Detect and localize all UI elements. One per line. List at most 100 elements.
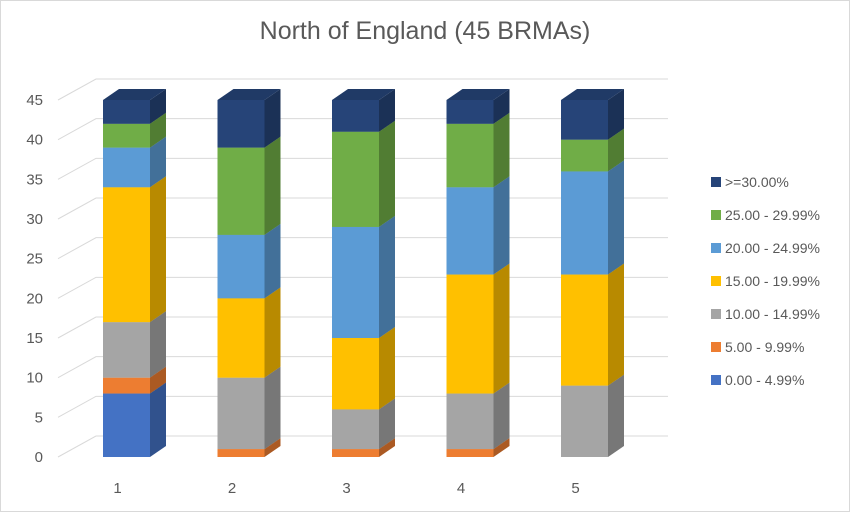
bar-segment	[332, 89, 395, 132]
bar-front	[446, 187, 494, 275]
bar-segment	[217, 223, 281, 299]
bar-front	[103, 322, 150, 378]
y-tick-label: 25	[26, 251, 43, 268]
bar-side	[264, 366, 281, 450]
legend-swatch	[711, 276, 721, 286]
bar-front	[561, 100, 608, 140]
legend-swatch	[711, 210, 721, 220]
bar-top	[217, 89, 281, 100]
bar-segment	[561, 160, 624, 275]
y-tick-label: 20	[26, 290, 43, 307]
bar-side	[150, 382, 166, 457]
legend-swatch	[711, 375, 721, 385]
bar-front	[446, 393, 494, 450]
bar-top	[561, 89, 624, 100]
bar-side	[608, 160, 624, 275]
bar-front	[446, 449, 494, 457]
bar-side	[264, 438, 281, 457]
legend-swatch	[711, 309, 721, 319]
bar-side	[264, 287, 281, 378]
bar-side	[264, 223, 281, 299]
bar-front	[103, 377, 150, 394]
bar-front	[332, 226, 379, 338]
legend-label: 25.00 - 29.99%	[725, 207, 820, 223]
bar-front	[446, 274, 494, 394]
bar-side	[150, 89, 166, 124]
y-tick-label: 40	[26, 132, 43, 149]
y-tick-label: 10	[26, 370, 43, 387]
bar-front	[332, 409, 379, 450]
legend-swatch	[711, 177, 721, 187]
x-axis-ticks: 1 2 3 4 5	[113, 480, 579, 497]
bar-side	[150, 136, 166, 188]
bar-side	[379, 120, 395, 227]
x-tick-label: 5	[571, 480, 579, 497]
y-tick-label: 15	[26, 330, 43, 347]
legend-item: 5.00 - 9.99%	[711, 339, 804, 355]
bar-side	[608, 128, 624, 172]
legend-item: 20.00 - 24.99%	[711, 240, 820, 256]
bar-front	[217, 147, 265, 235]
bar-side	[493, 263, 510, 394]
bar-front	[446, 123, 494, 188]
bar-front	[561, 274, 608, 386]
legend-label: 10.00 - 14.99%	[725, 306, 820, 322]
bar-side	[608, 89, 624, 140]
bar-side	[493, 89, 510, 124]
bar-front	[446, 100, 494, 124]
bar-segment	[332, 215, 395, 338]
bar-segment	[332, 120, 395, 227]
bar-front	[103, 187, 150, 323]
legend-label: 15.00 - 19.99%	[725, 273, 820, 289]
x-tick-label: 4	[457, 480, 465, 497]
bar-side	[379, 438, 395, 457]
bar-side	[493, 176, 510, 275]
bar-segment	[446, 112, 510, 188]
bar-front	[561, 385, 608, 457]
bar-front	[103, 393, 150, 457]
bar-side	[379, 327, 395, 410]
bar-side	[493, 382, 510, 450]
bar-front	[217, 449, 265, 457]
bar-front	[103, 123, 150, 148]
y-tick-label: 0	[35, 449, 43, 466]
bar-front	[103, 147, 150, 188]
bar-front	[332, 338, 379, 410]
bar-top	[103, 89, 166, 100]
bar-side	[150, 311, 166, 378]
bar-front	[561, 171, 608, 275]
bar-side	[608, 374, 624, 457]
bar-side	[493, 438, 510, 457]
bar-side	[150, 112, 166, 148]
bar-segment	[103, 176, 166, 323]
y-tick-label: 35	[26, 171, 43, 188]
bar-front	[332, 449, 379, 457]
bar-front	[561, 139, 608, 172]
bar-segment	[103, 89, 166, 124]
bar-top	[332, 89, 395, 100]
bar-front	[332, 131, 379, 227]
legend-label: 20.00 - 24.99%	[725, 240, 820, 256]
bar-segment	[446, 176, 510, 275]
bar-side	[608, 263, 624, 386]
y-axis-ticks: 0 5 10 15 20 25 30 35 40 45	[26, 92, 43, 466]
bar-side	[493, 112, 510, 188]
legend-label: >=30.00%	[725, 174, 789, 190]
bar-side	[379, 89, 395, 132]
y-tick-label: 30	[26, 211, 43, 228]
bar-side	[379, 398, 395, 450]
bar-front	[217, 298, 265, 378]
bar-segment	[217, 136, 281, 235]
bars	[103, 89, 624, 457]
bar-side	[150, 366, 166, 394]
legend-swatch	[711, 342, 721, 352]
y-tick-label: 45	[26, 92, 43, 109]
bar-side	[379, 215, 395, 338]
y-tick-label: 5	[35, 409, 43, 426]
gridline	[57, 78, 668, 101]
legend-item: 15.00 - 19.99%	[711, 273, 820, 289]
legend-label: 0.00 - 4.99%	[725, 372, 804, 388]
legend-item: >=30.00%	[711, 174, 789, 190]
